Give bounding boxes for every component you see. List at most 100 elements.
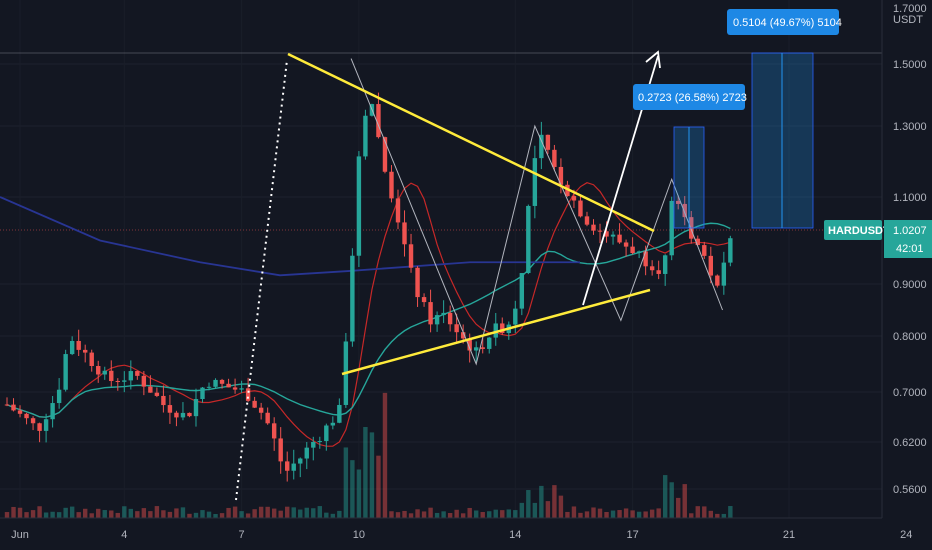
measure-large-text: 0.5104 (49.67%) 5104 — [733, 17, 842, 29]
candle-body — [122, 380, 127, 382]
candle-body — [604, 231, 609, 237]
volume-bar — [206, 511, 212, 518]
candle-body — [395, 198, 401, 223]
moving-averages — [0, 182, 731, 447]
volume-bar — [474, 510, 479, 518]
measure-label-small[interactable]: 0.2723 (26.58%) 2723 — [633, 84, 747, 110]
candle-body — [30, 418, 36, 424]
candle-body — [669, 200, 674, 256]
volume-bar — [128, 508, 134, 518]
time-axis[interactable] — [0, 518, 932, 550]
candle-body — [558, 166, 564, 185]
candle-body — [676, 200, 681, 204]
candle-body — [656, 270, 661, 274]
candle-body — [578, 200, 583, 217]
candle-body — [460, 332, 466, 339]
candle-body — [115, 381, 120, 383]
volume-bars — [4, 392, 733, 518]
volume-bar — [539, 485, 544, 518]
candle-body — [702, 245, 707, 256]
volume-bar — [96, 508, 101, 518]
drawings[interactable] — [235, 50, 814, 501]
candle-body — [474, 347, 479, 351]
candle-body — [24, 413, 29, 419]
candle-body — [356, 156, 362, 256]
volume-bar — [565, 511, 570, 518]
volume-bar — [630, 510, 635, 518]
volume-bar — [317, 506, 322, 518]
candle-body — [285, 461, 290, 471]
candle-body — [571, 196, 577, 201]
volume-bar — [298, 509, 303, 518]
x-tick-label: 24 — [900, 529, 912, 541]
volume-bar — [17, 507, 23, 518]
candle-body — [617, 234, 622, 243]
volume-bar — [4, 512, 10, 518]
volume-bar — [552, 485, 557, 518]
volume-bar — [161, 510, 166, 518]
volume-bar — [447, 513, 453, 518]
volume-bar — [337, 510, 342, 518]
candle-body — [317, 441, 322, 443]
price-tag-bg — [884, 220, 932, 258]
candles — [4, 92, 733, 482]
volume-bar — [122, 506, 127, 518]
volume-bar — [669, 482, 674, 518]
volume-bar — [454, 509, 459, 518]
volume-bar — [623, 508, 629, 518]
trendline-upper — [287, 52, 655, 233]
candle-body — [324, 425, 329, 442]
price-axis[interactable] — [882, 0, 932, 518]
volume-bar — [702, 506, 707, 518]
volume-bar — [11, 506, 16, 518]
volume-bar — [421, 511, 427, 518]
candle-body — [63, 354, 68, 390]
candle-body — [161, 395, 166, 406]
volume-bar — [395, 512, 401, 518]
candle-body — [584, 216, 590, 225]
plot-area[interactable] — [0, 0, 882, 518]
last-price-tag[interactable]: HARDUSDT 1.0207 42:01 — [824, 220, 932, 258]
y-tick-label: 0.7000 — [893, 387, 927, 399]
volume-bar — [109, 510, 114, 518]
volume-bar — [695, 506, 700, 518]
candle-body — [493, 323, 498, 338]
volume-bar — [135, 511, 140, 518]
candle-body — [649, 266, 655, 271]
volume-bar — [610, 510, 616, 518]
volume-bar — [591, 507, 596, 518]
candle-body — [298, 458, 303, 464]
trendline-lower — [341, 288, 651, 376]
candle-body — [389, 171, 394, 199]
volume-bar — [649, 509, 655, 518]
candle-body — [265, 412, 270, 424]
x-tick-label: 21 — [783, 529, 795, 541]
candle-body — [128, 371, 134, 381]
candle-body — [271, 423, 277, 439]
candle-body — [245, 388, 251, 401]
candle-body — [4, 404, 10, 406]
symbol-tag-bg — [824, 220, 882, 240]
candle-body — [96, 366, 101, 375]
volume-bar — [37, 506, 42, 518]
measure-label-large[interactable]: 0.5104 (49.67%) 5104 — [727, 9, 842, 35]
candle-body — [252, 400, 257, 408]
y-tick-label: 0.5600 — [893, 484, 927, 496]
volume-bar — [715, 513, 720, 518]
candle-body — [721, 262, 727, 286]
candle-body — [56, 389, 62, 404]
volume-bar — [728, 506, 733, 518]
candle-body — [239, 388, 244, 390]
candle-body — [43, 419, 49, 431]
volume-bar — [311, 508, 316, 518]
volume-bar — [428, 507, 433, 518]
candle-body — [278, 438, 283, 462]
volume-bar — [513, 510, 518, 518]
candle-body — [109, 370, 114, 382]
candle-body — [597, 230, 603, 232]
y-tick-label: 1.1000 — [893, 192, 927, 204]
volume-bar — [389, 511, 394, 518]
volume-bar — [493, 509, 498, 518]
volume-bar — [148, 511, 153, 518]
